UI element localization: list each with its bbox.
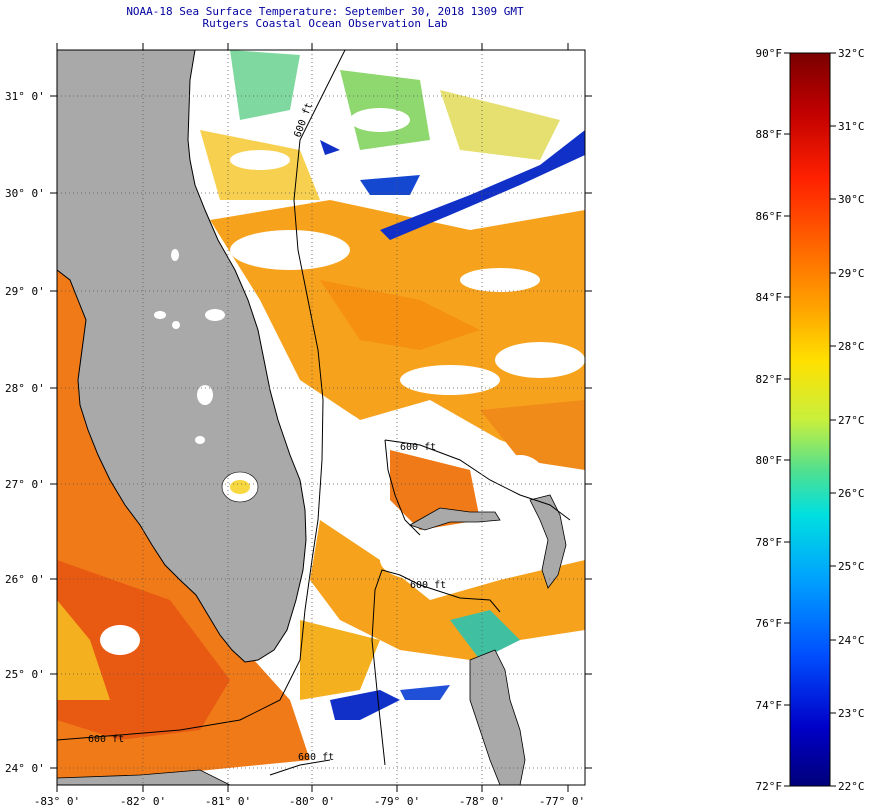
- lon-label-78: -78° 0': [459, 795, 505, 808]
- contour-label-bahamas: 600 ft: [400, 442, 436, 453]
- lon-label-79: -79° 0': [374, 795, 420, 808]
- cb-c-28: 28°C: [838, 340, 865, 353]
- map-subtitle: Rutgers Coastal Ocean Observation Lab: [202, 17, 448, 30]
- map-title: NOAA-18 Sea Surface Temperature: Septemb…: [126, 5, 524, 18]
- colorbar: [789, 52, 831, 787]
- lat-label-24: 24° 0': [5, 762, 45, 775]
- cb-c-26: 26°C: [838, 487, 865, 500]
- map-frame: [56, 49, 586, 786]
- cb-f-78: 78°F: [756, 536, 783, 549]
- abaco-island: [529, 494, 567, 589]
- cb-f-84: 84°F: [756, 291, 783, 304]
- cuba-coastline: [57, 769, 231, 785]
- colorbar-fahrenheit-labels: 90°F 88°F 86°F 84°F 82°F 80°F 78°F 76°F …: [756, 47, 783, 793]
- lat-label-30: 30° 0': [5, 187, 45, 200]
- colorbar-celsius-labels: 32°C 31°C 30°C 29°C 28°C 27°C 26°C 25°C …: [838, 47, 865, 793]
- cb-f-88: 88°F: [756, 128, 783, 141]
- lon-label-82: -82° 0': [120, 795, 166, 808]
- lon-label-77: -77° 0': [539, 795, 585, 808]
- contour-label-south: 600 ft: [298, 752, 334, 763]
- contour-label-channel: 600 ft: [410, 580, 446, 591]
- cb-c-25: 25°C: [838, 560, 865, 573]
- cb-f-90: 90°F: [756, 47, 783, 60]
- lon-label-83: -83° 0': [34, 795, 80, 808]
- lat-label-25: 25° 0': [5, 668, 45, 681]
- cb-f-74: 74°F: [756, 699, 783, 712]
- lat-label-27: 27° 0': [5, 478, 45, 491]
- lon-label-80: -80° 0': [289, 795, 335, 808]
- cb-f-80: 80°F: [756, 454, 783, 467]
- lat-label-28: 28° 0': [5, 382, 45, 395]
- lat-label-29: 29° 0': [5, 285, 45, 298]
- colorbar-c-ticks: [830, 52, 836, 787]
- grand-bahama-island: [409, 507, 501, 531]
- inland-lakes: [154, 249, 225, 444]
- cb-f-82: 82°F: [756, 373, 783, 386]
- bathymetry-contours: [57, 50, 571, 776]
- cb-c-27: 27°C: [838, 414, 865, 427]
- latitude-labels: 31° 0' 30° 0' 29° 0' 28° 0' 27° 0' 26° 0…: [5, 90, 45, 775]
- cb-c-30: 30°C: [838, 193, 865, 206]
- florida-landmass: [57, 50, 307, 663]
- cb-c-32: 32°C: [838, 47, 865, 60]
- graticule: [57, 50, 585, 785]
- cb-c-22: 22°C: [838, 780, 865, 793]
- lon-label-81: -81° 0': [205, 795, 251, 808]
- contour-label-keys: 600 ft: [88, 734, 124, 745]
- lat-label-31: 31° 0': [5, 90, 45, 103]
- cb-f-76: 76°F: [756, 617, 783, 630]
- sst-cool-water: [320, 130, 585, 720]
- cb-f-72: 72°F: [756, 780, 783, 793]
- cb-c-29: 29°C: [838, 267, 865, 280]
- cb-c-31: 31°C: [838, 120, 865, 133]
- lat-label-26: 26° 0': [5, 573, 45, 586]
- cb-c-24: 24°C: [838, 634, 865, 647]
- andros-island: [469, 649, 526, 785]
- cb-f-86: 86°F: [756, 210, 783, 223]
- axis-ticks: [50, 43, 592, 792]
- longitude-labels: -83° 0' -82° 0' -81° 0' -80° 0' -79° 0' …: [34, 795, 585, 808]
- cb-c-23: 23°C: [838, 707, 865, 720]
- colorbar-f-ticks: [784, 52, 790, 787]
